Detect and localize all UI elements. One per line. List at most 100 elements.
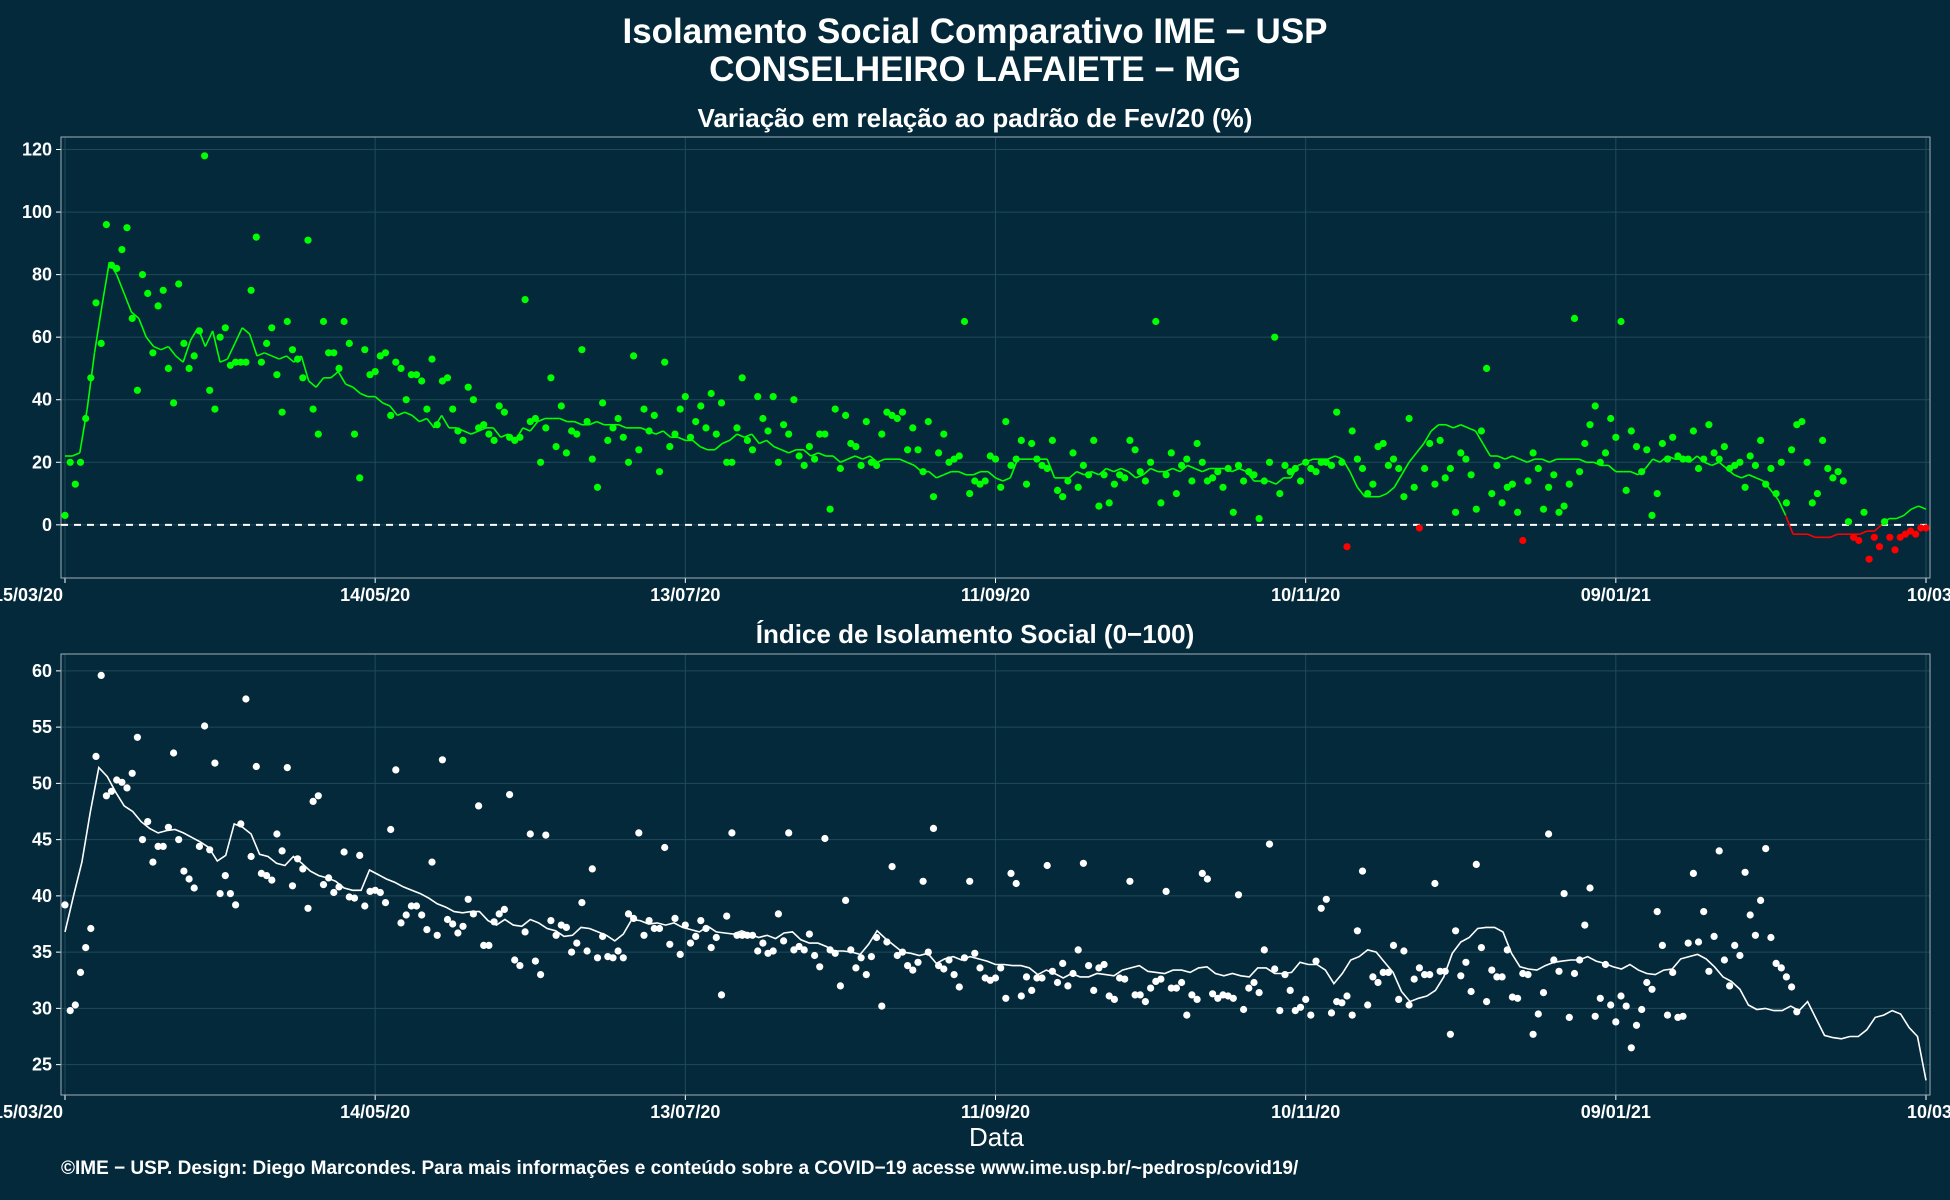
index-data-point [97,671,105,680]
variation-data-point [159,286,167,294]
index-data-point [1172,984,1180,992]
variation-data-point [1214,468,1222,476]
index-data-point [1539,989,1548,997]
variation-trend-segment [589,420,598,426]
index-data-point [516,962,524,970]
variation-data-point [1431,480,1439,488]
variation-data-point [1074,483,1082,491]
index-data-point [1658,941,1666,950]
index-data-point [221,872,229,880]
index-data-point [1022,973,1031,981]
variation-data-point [759,414,767,423]
index-data-point [1570,969,1579,978]
variation-data-point [1901,530,1909,538]
index-data-point [630,914,638,923]
variation-data-point [929,493,938,501]
variation-data-point [82,414,90,423]
index-data-point [1198,869,1206,878]
variation-trend-segment [1113,467,1122,473]
index-data-point [1079,859,1087,867]
index-data-point [686,939,695,947]
variation-data-point [1627,427,1635,435]
variation-data-point [1426,439,1434,448]
variation-trend-segment [906,461,915,467]
variation-data-point [361,346,369,354]
index-data-point [593,954,602,962]
index-data-point [376,888,384,897]
variation-data-point [1374,443,1382,451]
variation-trend-segment [869,455,878,463]
index-data-point [1214,994,1222,1002]
variation-data-point [1860,508,1868,516]
variation-trend-segment [802,449,812,457]
variation-trend-segment [1400,461,1410,476]
variation-data-point [707,389,715,398]
variation-data-point [1565,480,1573,488]
index-data-point [1617,992,1625,1000]
variation-x-tick-label: 10/03/21 [1907,585,1950,605]
variation-trend-segment [1903,508,1912,517]
index-data-point [1679,1012,1687,1020]
index-trend-line [64,765,1927,1081]
variation-trend-segment [537,417,546,423]
index-data-point [1488,966,1496,974]
variation-trend-segment [130,311,140,320]
index-data-point [1271,965,1279,973]
index-data-point [361,902,369,910]
index-y-tick-label: 45 [32,830,52,850]
variation-data-point [273,371,281,379]
variation-data-point [521,296,529,304]
variation-data-point [1395,464,1403,473]
variation-data-point [1317,458,1325,466]
index-data-point [1493,973,1501,981]
variation-data-point [914,446,922,454]
index-data-point [1007,869,1015,878]
variation-data-point [252,233,260,241]
variation-data-point [113,264,121,272]
index-data-point [1648,985,1656,993]
variation-data-point [1048,436,1056,444]
variation-data-point [619,433,627,441]
index-x-tick-label: 14/05/20 [340,1102,410,1122]
variation-data-point [1906,527,1915,535]
variation-trend-segment [234,327,243,344]
index-data-point [1281,971,1289,979]
index-data-point [1291,1007,1299,1015]
variation-trend-segment [337,371,347,385]
index-data-point [1059,959,1067,968]
variation-data-point [1188,477,1196,485]
index-data-point [309,797,317,806]
variation-data-point [1265,458,1274,466]
variation-data-point [1658,439,1666,448]
index-data-point [1260,946,1268,954]
variation-data-point [1260,477,1268,485]
index-data-point [588,865,596,873]
variation-data-point [170,399,178,407]
variation-data-point [697,402,705,410]
index-data-point [1028,986,1036,995]
variation-trend-segment [1268,480,1277,485]
variation-data-point [537,458,545,466]
index-data-point [624,910,633,918]
index-data-point [387,825,395,834]
variation-data-point [495,402,503,410]
index-data-point [1410,975,1418,983]
index-data-point [1162,887,1170,896]
variation-trend-segment [958,470,967,476]
variation-data-point [1829,474,1837,482]
variation-data-point [247,286,255,294]
index-data-point [1720,956,1728,964]
variation-trend-segment [101,261,111,307]
variation-data-point [1110,480,1118,488]
variation-data-point [1679,455,1687,463]
variation-data-point [1550,471,1558,479]
index-data-point [1167,984,1175,992]
index-data-point [1446,1030,1454,1038]
variation-data-point [278,408,286,416]
index-data-point [61,901,69,909]
index-data-point [495,910,503,918]
variation-data-point [1638,468,1646,476]
index-data-point [681,921,689,929]
variation-data-point [1343,543,1351,551]
index-data-point [1477,944,1485,952]
